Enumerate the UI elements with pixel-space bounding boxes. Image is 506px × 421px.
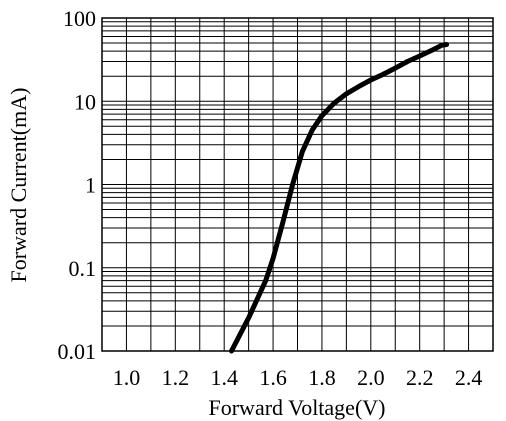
x-axis-title: Forward Voltage(V) bbox=[209, 395, 386, 420]
x-tick-label: 1.8 bbox=[308, 365, 336, 390]
x-tick-label: 2.0 bbox=[357, 365, 385, 390]
y-axis-title: Forward Current(mA) bbox=[6, 88, 31, 283]
y-tick-labels: 0.01 0.1 1 10 100 bbox=[58, 6, 97, 364]
iv-curve bbox=[229, 42, 450, 354]
y-tick-label: 10 bbox=[74, 89, 96, 114]
x-tick-label: 1.0 bbox=[113, 365, 141, 390]
x-tick-label: 2.2 bbox=[406, 365, 434, 390]
x-tick-label: 1.4 bbox=[210, 365, 238, 390]
y-tick-label: 0.01 bbox=[58, 339, 97, 364]
y-tick-label: 100 bbox=[63, 6, 96, 31]
curve-layer bbox=[229, 42, 450, 354]
x-tick-label: 1.2 bbox=[162, 365, 190, 390]
x-tick-label: 2.4 bbox=[455, 365, 483, 390]
plot-frame bbox=[101, 17, 494, 352]
grid bbox=[102, 18, 493, 351]
x-tick-label: 1.6 bbox=[259, 365, 287, 390]
x-tick-labels: 1.0 1.2 1.4 1.6 1.8 2.0 2.2 2.4 bbox=[113, 365, 483, 390]
y-tick-label: 1 bbox=[85, 173, 96, 198]
y-tick-label: 0.1 bbox=[69, 256, 97, 281]
